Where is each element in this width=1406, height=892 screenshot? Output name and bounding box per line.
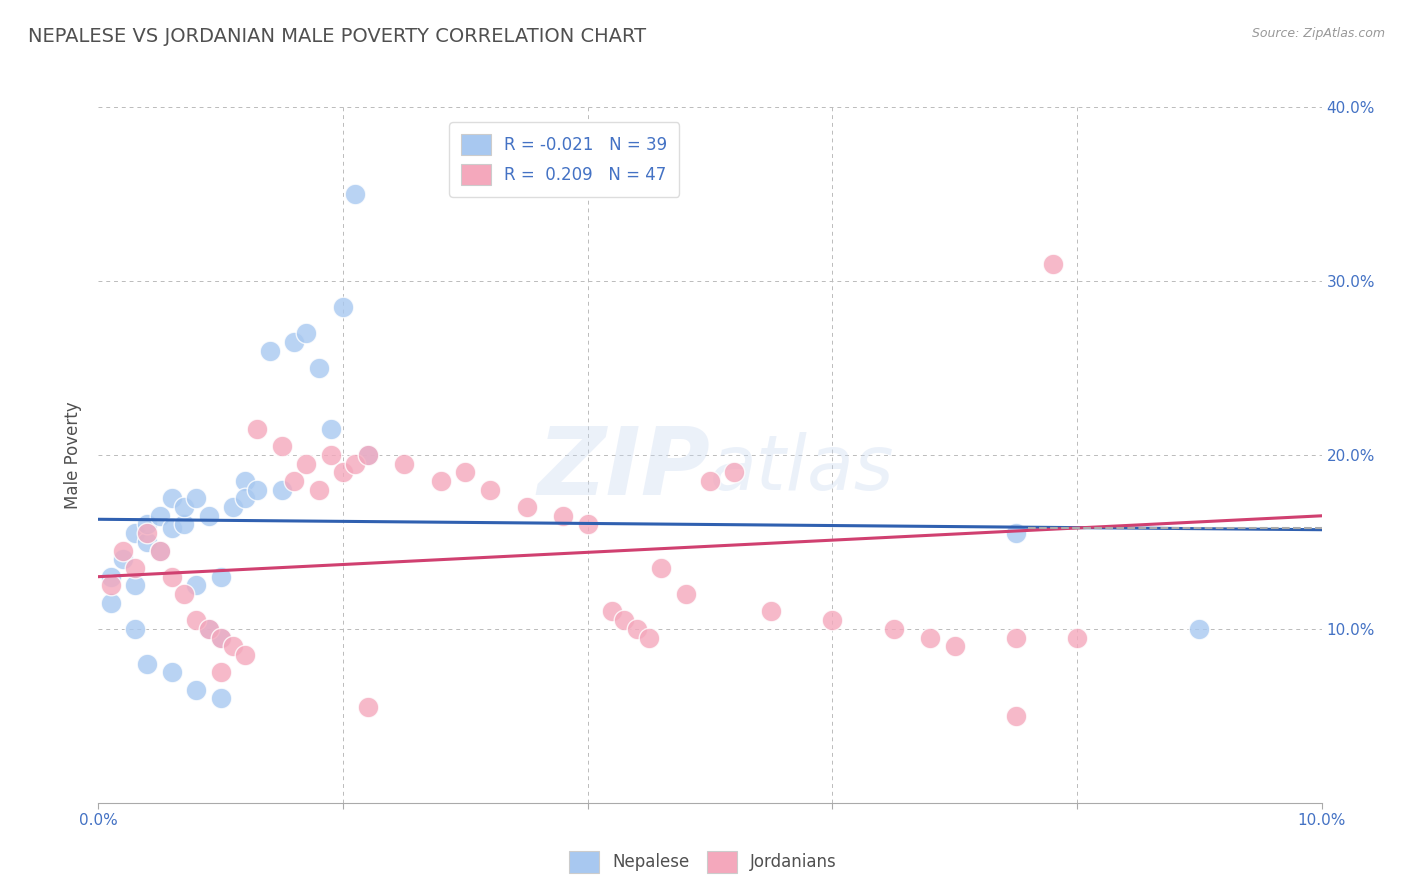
Point (197, 622, 219, 636)
Point (332, 466, 354, 480)
Point (1004, 631, 1026, 645)
Point (197, 508, 219, 523)
Point (356, 448, 378, 462)
Point (650, 561, 672, 575)
Point (637, 631, 661, 645)
Point (699, 474, 721, 488)
Point (246, 422, 269, 436)
Legend: R = -0.021   N = 39, R =  0.209   N = 47: R = -0.021 N = 39, R = 0.209 N = 47 (450, 122, 679, 197)
Point (1188, 622, 1211, 636)
Point (197, 622, 219, 636)
Text: NEPALESE VS JORDANIAN MALE POVERTY CORRELATION CHART: NEPALESE VS JORDANIAN MALE POVERTY CORRE… (28, 27, 647, 45)
Point (392, 457, 416, 471)
Point (1004, 708, 1026, 723)
Point (149, 543, 172, 558)
Point (821, 613, 844, 627)
Point (759, 605, 782, 619)
Point (454, 466, 477, 480)
Point (356, 448, 378, 462)
Point (1042, 256, 1064, 270)
Point (124, 622, 146, 636)
Text: Source: ZipAtlas.com: Source: ZipAtlas.com (1251, 27, 1385, 40)
Point (319, 422, 342, 436)
Point (613, 613, 636, 627)
Point (136, 657, 159, 671)
Point (920, 631, 942, 645)
Point (1066, 631, 1088, 645)
Point (136, 526, 159, 541)
Point (149, 508, 172, 523)
Point (186, 491, 208, 506)
Point (209, 631, 232, 645)
Point (626, 622, 648, 636)
Point (295, 457, 318, 471)
Point (186, 682, 208, 697)
Point (124, 526, 146, 541)
Point (173, 500, 195, 514)
Point (136, 517, 159, 532)
Point (1004, 526, 1026, 541)
Point (186, 613, 208, 627)
Point (356, 700, 378, 714)
Point (100, 578, 122, 592)
Y-axis label: Male Poverty: Male Poverty (65, 401, 83, 508)
Point (308, 483, 330, 497)
Point (883, 622, 905, 636)
Text: atlas: atlas (710, 432, 894, 506)
Point (344, 457, 367, 471)
Point (160, 570, 183, 584)
Point (100, 596, 122, 610)
Legend: Nepalese, Jordanians: Nepalese, Jordanians (562, 845, 844, 880)
Point (173, 517, 195, 532)
Point (553, 508, 575, 523)
Point (111, 543, 134, 558)
Point (186, 578, 208, 592)
Point (160, 521, 183, 535)
Point (124, 578, 146, 592)
Point (283, 474, 305, 488)
Point (478, 483, 501, 497)
Point (222, 500, 245, 514)
Point (943, 639, 966, 653)
Point (149, 543, 172, 558)
Point (173, 587, 195, 601)
Point (209, 631, 232, 645)
Point (259, 343, 281, 358)
Point (295, 326, 318, 340)
Point (124, 561, 146, 575)
Point (600, 605, 623, 619)
Point (516, 500, 538, 514)
Point (270, 483, 292, 497)
Point (576, 517, 599, 532)
Point (100, 570, 122, 584)
Point (222, 639, 245, 653)
Point (111, 552, 134, 566)
Point (430, 474, 453, 488)
Point (209, 570, 232, 584)
Point (209, 665, 232, 680)
Point (233, 474, 256, 488)
Point (209, 691, 232, 706)
Point (270, 439, 292, 453)
Point (160, 665, 183, 680)
Point (319, 448, 342, 462)
Point (675, 587, 697, 601)
Point (136, 534, 159, 549)
Point (332, 300, 354, 314)
Point (723, 466, 745, 480)
Point (246, 483, 269, 497)
Point (308, 360, 330, 375)
Point (344, 187, 367, 202)
Point (233, 491, 256, 506)
Point (283, 334, 305, 349)
Text: ZIP: ZIP (537, 423, 710, 515)
Point (160, 491, 183, 506)
Point (233, 648, 256, 662)
